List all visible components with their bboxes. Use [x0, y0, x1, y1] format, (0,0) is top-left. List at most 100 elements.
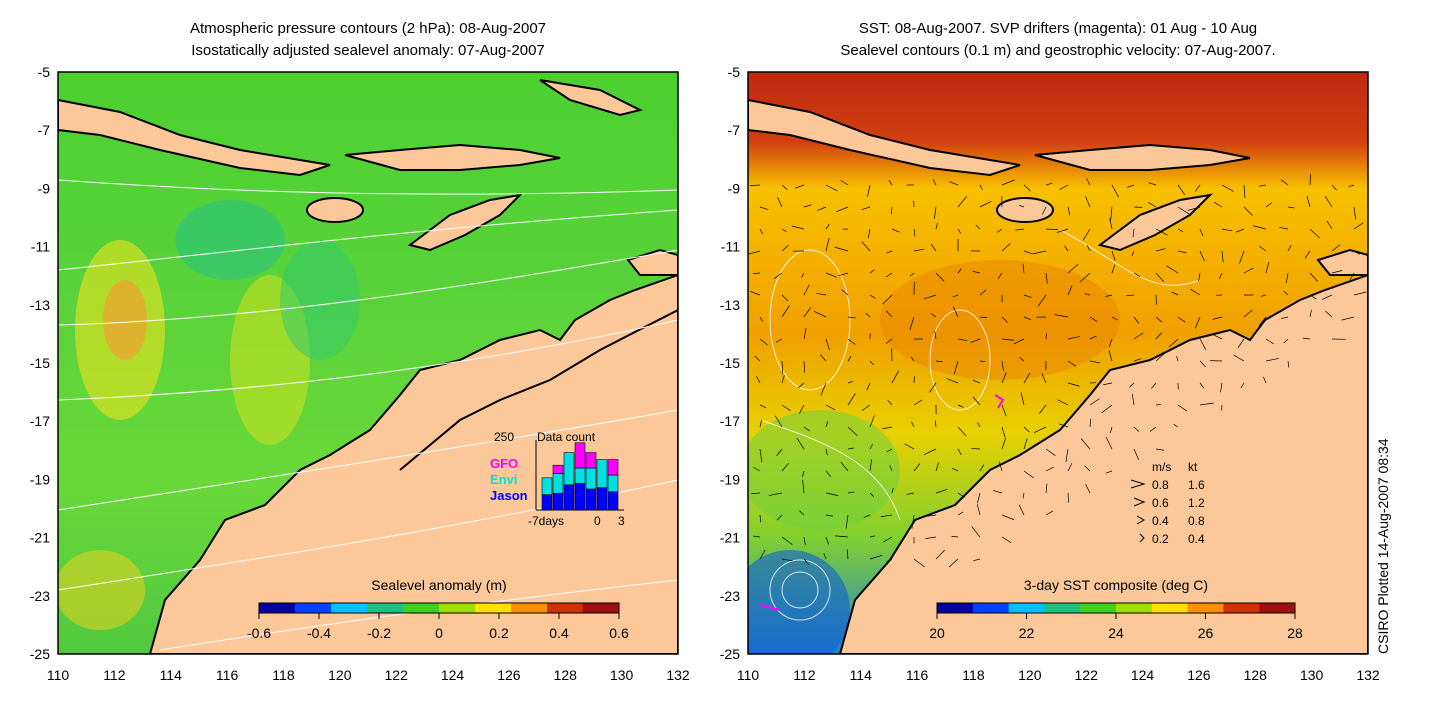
- velocity-arrow: [1177, 228, 1184, 233]
- velocity-arrow: [759, 404, 766, 409]
- left-colorbar-segment: [475, 603, 512, 613]
- inset-bar-jason: [541, 494, 553, 511]
- velocity-arrow: [1177, 250, 1187, 254]
- velocity-legend-kt-header: kt: [1188, 460, 1198, 474]
- axis-ticks: -5 -7 -9 -11 -13 -15 -17 -19 -21 -23 -25 110 112 114 1…: [30, 64, 1380, 683]
- velocity-arrow: [1253, 225, 1267, 230]
- velocity-arrow: [1037, 294, 1047, 307]
- velocity-arrow: [957, 196, 967, 208]
- velocity-arrow: [781, 558, 793, 562]
- land-nusa-tenggara: [344, 143, 561, 171]
- anomaly-high-core: [103, 280, 147, 360]
- velocity-arrow: [1155, 403, 1162, 406]
- right-colorbar: [936, 602, 1296, 614]
- velocity-arrow: [869, 294, 876, 299]
- velocity-arrow: [774, 415, 783, 428]
- left-colorbar-tick-label: 0.2: [489, 625, 509, 641]
- velocity-arrow: [1155, 332, 1163, 340]
- velocity-arrow: [1023, 250, 1032, 254]
- velocity-arrow: [759, 206, 769, 210]
- velocity-arrow: [887, 400, 893, 406]
- velocity-arrow: [976, 504, 981, 516]
- velocity-arrow: [1236, 228, 1245, 233]
- velocity-legend: m/s kt 0.8 1.6 0.6 1.2 0.4 0.8 0.2 0.4: [1130, 460, 1205, 546]
- velocity-arrow: [1177, 404, 1188, 412]
- velocity-arrow: [910, 356, 915, 362]
- velocity-arrow: [946, 378, 959, 384]
- lat-tick-label: -13: [30, 297, 50, 313]
- land-melville: [1316, 248, 1368, 276]
- velocity-arrow: [1304, 250, 1311, 259]
- left-colorbar-tick-label: -0.2: [367, 625, 391, 641]
- velocity-arrow: [1221, 404, 1223, 411]
- velocity-arrow: [759, 514, 762, 523]
- velocity-arrow: [1133, 426, 1140, 432]
- velocity-arrow: [869, 535, 876, 538]
- velocity-arrow: [847, 316, 856, 319]
- land-banda-islands: [539, 79, 643, 117]
- velocity-arrow: [1155, 272, 1164, 282]
- right-colorbar-segment: [1223, 603, 1260, 613]
- velocity-arrow: [930, 243, 937, 252]
- velocity-arrow: [1089, 418, 1092, 428]
- velocity-arrow: [1082, 228, 1091, 241]
- velocity-arrow: [781, 184, 788, 191]
- left-colorbar-tick-label: 0: [435, 625, 443, 641]
- velocity-arrow: [1306, 196, 1311, 208]
- velocity-arrow: [759, 316, 763, 322]
- velocity-arrow: [1105, 436, 1113, 450]
- velocity-arrow: [886, 558, 893, 562]
- velocity-arrow: [1237, 338, 1245, 349]
- velocity-arrow: [1280, 179, 1289, 186]
- velocity-arrow: [825, 448, 828, 456]
- velocity-arrow: [1085, 483, 1091, 494]
- velocity-arrow: [1001, 437, 1007, 450]
- velocity-arrow: [930, 313, 937, 318]
- velocity-arrow: [1001, 371, 1007, 384]
- velocity-arrow: [1110, 206, 1113, 221]
- lat-tick-label: -15: [720, 355, 740, 371]
- velocity-arrow: [799, 404, 805, 414]
- inset-bar-jason: [607, 491, 619, 511]
- velocity-arrow: [904, 443, 915, 450]
- velocity-arrow: [1033, 426, 1047, 433]
- velocity-arrow: [952, 306, 959, 318]
- velocity-arrow: [759, 338, 768, 346]
- velocity-arrow: [957, 426, 967, 437]
- velocity-arrow: [883, 536, 893, 543]
- right-colorbar-tick-label: 24: [1108, 625, 1124, 641]
- velocity-arrow: [1190, 289, 1201, 296]
- lat-tick-label: -25: [720, 646, 740, 662]
- velocity-arrow: [1155, 353, 1165, 362]
- velocity-arrow: [1023, 294, 1032, 298]
- velocity-arrow: [1001, 536, 1012, 543]
- velocity-arrow: [979, 464, 985, 472]
- velocity-arrow: [1032, 250, 1047, 255]
- velocity-arrow: [932, 179, 937, 186]
- velocity-arrow: [759, 419, 763, 428]
- velocity-arrow: [1045, 228, 1058, 230]
- velocity-arrow: [1018, 504, 1025, 516]
- inset-bar-gfo: [574, 442, 586, 469]
- velocity-arrow: [1042, 206, 1047, 215]
- velocity-arrow: [1220, 382, 1223, 393]
- velocity-arrow: [1326, 220, 1333, 230]
- lon-tick-label: 114: [850, 667, 873, 683]
- velocity-arrow: [935, 222, 938, 230]
- lat-tick-label: -19: [30, 471, 50, 487]
- velocity-arrow: [1019, 356, 1025, 362]
- velocity-arrow: [882, 426, 893, 430]
- velocity-arrow: [1045, 272, 1048, 284]
- velocity-arrow: [1085, 196, 1091, 208]
- velocity-arrow: [951, 467, 959, 472]
- velocity-arrow: [1111, 316, 1118, 321]
- lon-tick-label: 130: [1300, 667, 1324, 683]
- velocity-arrow: [1067, 263, 1079, 274]
- velocity-arrow: [1194, 184, 1201, 192]
- velocity-arrow: [923, 294, 937, 300]
- velocity-arrow: [1045, 448, 1056, 456]
- lon-tick-label: 126: [1187, 667, 1211, 683]
- velocity-arrow: [1089, 316, 1098, 322]
- left-map-frame: [57, 71, 679, 655]
- velocity-arrow: [869, 360, 874, 366]
